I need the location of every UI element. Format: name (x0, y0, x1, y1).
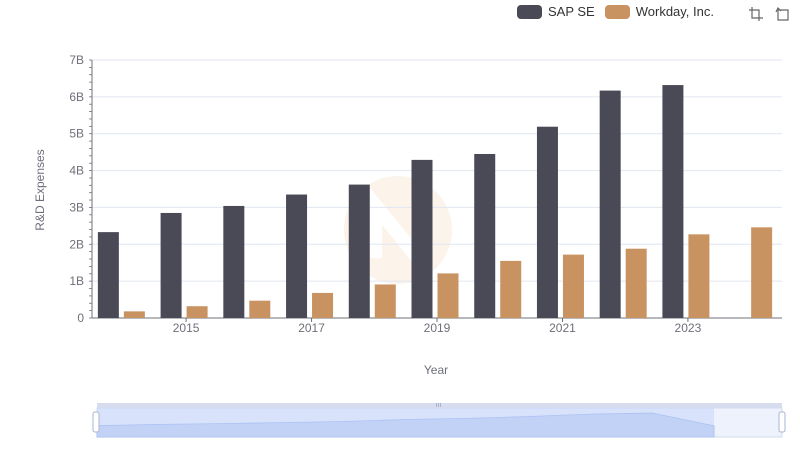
legend-swatch (516, 4, 542, 19)
legend-label: SAP SE (547, 4, 595, 19)
x-axis: 2015 2017 2019 2021 2023 (92, 317, 782, 335)
bar-workday-2015 (186, 306, 208, 318)
y-tick-label: 0 (77, 311, 84, 325)
bar-workday-2023 (688, 234, 710, 318)
bar-workday-2021 (562, 254, 584, 318)
zoom-selection[interactable] (97, 408, 714, 437)
zoom-top-bar (97, 403, 782, 408)
y-tick-label: 2B (69, 237, 84, 251)
legend-item-workday[interactable]: Workday, Inc. (604, 4, 714, 19)
restore-icon[interactable] (774, 6, 790, 22)
bar-sap-se-2019 (411, 159, 433, 318)
bar-workday-2019 (437, 273, 459, 318)
bar-sap-se-2018 (348, 184, 370, 318)
y-axis: 0 1B 2B 3B 4B 5B 6B 7B (69, 53, 93, 325)
legend: SAP SE Workday, Inc. (516, 4, 714, 19)
zoom-drag-icon[interactable] (436, 403, 441, 407)
x-tick-label: 2019 (424, 321, 451, 335)
toolbox (748, 6, 790, 22)
y-tick-label: 4B (69, 164, 84, 178)
legend-item-sap[interactable]: SAP SE (516, 4, 595, 19)
y-tick-label: 1B (69, 274, 84, 288)
zoom-handle-right[interactable] (778, 411, 786, 433)
legend-label: Workday, Inc. (635, 4, 714, 19)
bar-workday-2014 (123, 311, 145, 318)
x-tick-label: 2017 (298, 321, 325, 335)
y-axis-label: R&D Expenses (33, 149, 47, 230)
zoom-handle-left[interactable] (92, 411, 100, 433)
bar-workday-2016 (249, 300, 271, 318)
bar-sap-se-2021 (536, 126, 558, 318)
zoom-icon[interactable] (748, 6, 764, 22)
bar-sap-se-2017 (286, 194, 308, 318)
x-tick-label: 2023 (675, 321, 702, 335)
bar-workday-2018 (374, 284, 396, 318)
bar-sap-se-2015 (160, 212, 182, 318)
bar-sap-se-2022 (599, 90, 621, 318)
bar-workday-2024 (751, 227, 773, 318)
bar-sap-se-2016 (223, 205, 245, 318)
y-tick-label: 6B (69, 90, 84, 104)
bar-workday-2020 (500, 260, 522, 318)
x-tick-label: 2021 (549, 321, 576, 335)
bar-sap-se-2023 (662, 85, 684, 318)
x-axis-label: Year (424, 363, 448, 377)
bar-sap-se-2014 (97, 232, 119, 318)
bar-sap-se-2020 (474, 153, 496, 318)
y-tick-label: 7B (69, 53, 84, 67)
zoom-preview (96, 412, 715, 438)
bars (97, 85, 773, 318)
legend-swatch (604, 4, 630, 19)
bar-workday-2017 (312, 292, 334, 318)
bar-workday-2022 (625, 248, 647, 318)
y-tick-label: 3B (69, 200, 84, 214)
data-zoom-slider[interactable] (92, 403, 786, 438)
x-tick-label: 2015 (173, 321, 200, 335)
y-tick-label: 5B (69, 127, 84, 141)
